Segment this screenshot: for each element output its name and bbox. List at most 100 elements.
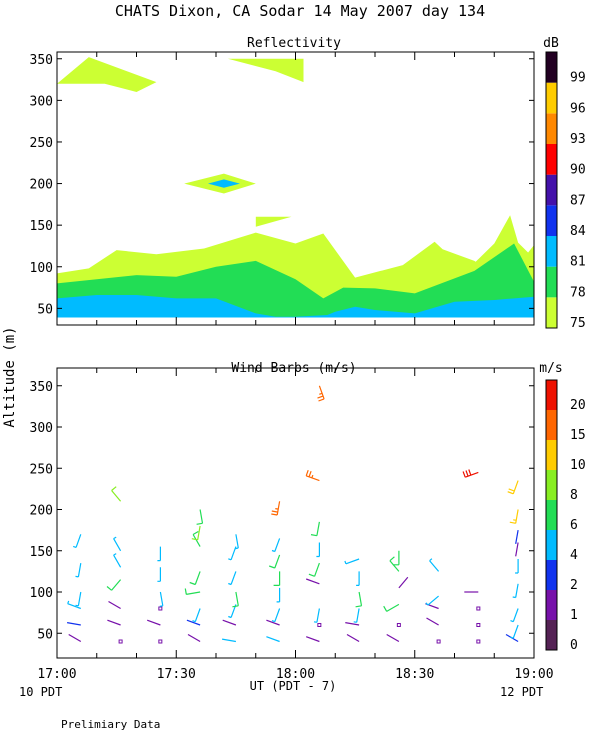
y-tick-label: 200	[30, 178, 53, 193]
wind-barb-14	[158, 639, 163, 644]
reflectivity-colorbar-tick-label: 96	[570, 101, 586, 116]
reflectivity-axes: 50 100 150 200 250 300 350	[30, 52, 535, 325]
wind-barb-65	[426, 617, 439, 626]
wind-barb-70	[476, 623, 481, 627]
wind-barb-38	[276, 587, 281, 603]
wind-barb-13	[111, 486, 122, 502]
wind-barb-axes: 50 100 150 200 250 300 350 17:00 17:30 18:00 18:30…	[30, 368, 554, 682]
reflectivity-colorbar-swatch	[546, 266, 557, 298]
wind-barb-colorbar-swatch	[546, 590, 557, 620]
reflectivity-colorbar-tick-label: 93	[570, 132, 586, 147]
wind-barb-54	[353, 608, 360, 623]
y-tick-label: 50	[37, 302, 53, 317]
x-tick-label: 18:00	[276, 667, 315, 682]
x-tick-label: 18:30	[395, 667, 434, 682]
reflectivity-colorbar-swatch	[546, 174, 557, 206]
wind-barb-58	[386, 633, 400, 643]
x-tick-label: 17:30	[157, 667, 196, 682]
wind-barb-colorbar-swatch	[546, 620, 557, 650]
reflectivity-patch-75db-4	[255, 216, 292, 227]
wind-barb-41	[271, 538, 281, 553]
wind-barb-63	[392, 550, 400, 566]
x-axis-label: UT (PDT - 7)	[250, 679, 337, 693]
wind-barb-colorbar-tick-label: 1	[570, 608, 578, 623]
wind-barb-colorbar-tick-label: 2	[570, 578, 578, 593]
wind-barb-4	[75, 591, 82, 607]
wind-barb-79	[515, 542, 519, 557]
wind-barb-22	[192, 608, 201, 623]
wind-barb-21	[186, 619, 201, 626]
wind-barb-50	[305, 469, 320, 482]
wind-barb-73	[462, 469, 479, 478]
wind-barb-75	[510, 624, 519, 639]
wind-barb-64	[436, 639, 441, 644]
wind-barb-colorbar-frame	[545, 379, 558, 651]
y-tick-label: 250	[30, 136, 53, 151]
wind-barb-colorbar-swatch	[546, 380, 557, 410]
reflectivity-colorbar-swatch	[546, 113, 557, 144]
wind-barb-61	[398, 576, 409, 589]
figure-title: CHATS Dixon, CA Sodar 14 May 2007 day 13…	[115, 2, 485, 20]
x-axis-left-note: 10 PDT	[19, 685, 62, 699]
reflectivity-colorbar-tick-label: 90	[570, 163, 586, 178]
wind-barb-5	[75, 562, 82, 578]
reflectivity-colorbar-tick-label: 87	[570, 193, 586, 208]
y-tick-label: 100	[30, 261, 53, 276]
wind-barb-59	[396, 623, 401, 627]
y-tick-label: 350	[30, 380, 53, 395]
wind-barb-31	[232, 591, 239, 608]
wind-barb-77	[512, 583, 519, 599]
y-tick-label: 100	[30, 586, 53, 601]
wind-barb-colorbar-tick-label: 15	[570, 428, 586, 443]
wind-barb-18	[157, 567, 161, 582]
reflectivity-colorbar-swatch	[546, 297, 557, 328]
wind-barb-69	[476, 639, 481, 644]
wind-barb-67	[425, 595, 439, 606]
y-tick-label: 150	[30, 219, 53, 234]
y-tick-label: 50	[37, 627, 53, 642]
wind-barb-19	[157, 546, 161, 562]
wind-barb-colorbar: 0 1 2 4 6 8 10 15 20	[545, 379, 586, 653]
wind-barb-colorbar-swatch	[546, 500, 557, 530]
wind-barb-76	[510, 608, 519, 623]
wind-barb-colorbar-swatch	[546, 470, 557, 500]
wind-barb-32	[228, 571, 237, 586]
wind-barb-20	[187, 633, 201, 643]
x-axis-right-note: 12 PDT	[500, 685, 543, 699]
wind-barb-40	[268, 554, 281, 569]
wind-barb-52	[346, 633, 360, 643]
wind-barb-6	[73, 534, 82, 548]
reflectivity-colorbar-tick-label: 99	[570, 71, 586, 86]
wind-barb-81	[509, 509, 519, 524]
wind-barb-82	[507, 480, 519, 495]
reflectivity-colorbar-swatch	[546, 236, 557, 267]
wind-barb-colorbar-tick-label: 20	[570, 398, 586, 413]
wind-barb-78	[515, 559, 519, 574]
wind-barb-16	[158, 606, 163, 611]
wind-barb-37	[271, 608, 281, 623]
wind-barb-43	[305, 636, 320, 643]
wind-barb-57	[344, 558, 360, 565]
wind-barb-27	[196, 509, 204, 525]
wind-barb-51	[317, 385, 325, 402]
wind-barb-26	[191, 525, 201, 541]
wind-barb-17	[159, 591, 164, 607]
reflectivity-colorbar-swatch	[546, 205, 557, 236]
y-tick-label: 300	[30, 421, 53, 436]
wind-barb-colorbar-tick-label: 6	[570, 518, 578, 533]
wind-barb-plot-frame	[56, 367, 535, 659]
reflectivity-patch-75db-2	[227, 58, 304, 83]
wind-barb-colorbar-label: m/s	[539, 361, 562, 376]
wind-barb-33	[228, 546, 237, 561]
x-tick-label: 17:00	[37, 667, 76, 682]
wind-barb-9	[108, 600, 121, 610]
wind-barb-colorbar-swatch	[546, 530, 557, 560]
wind-barb-53	[345, 622, 360, 626]
y-tick-label: 250	[30, 462, 53, 477]
wind-barb-1	[68, 633, 82, 643]
wind-barb-marks	[66, 385, 519, 644]
wind-barb-12	[113, 536, 122, 552]
wind-barb-47	[308, 562, 320, 577]
wind-barb-34	[235, 534, 239, 550]
